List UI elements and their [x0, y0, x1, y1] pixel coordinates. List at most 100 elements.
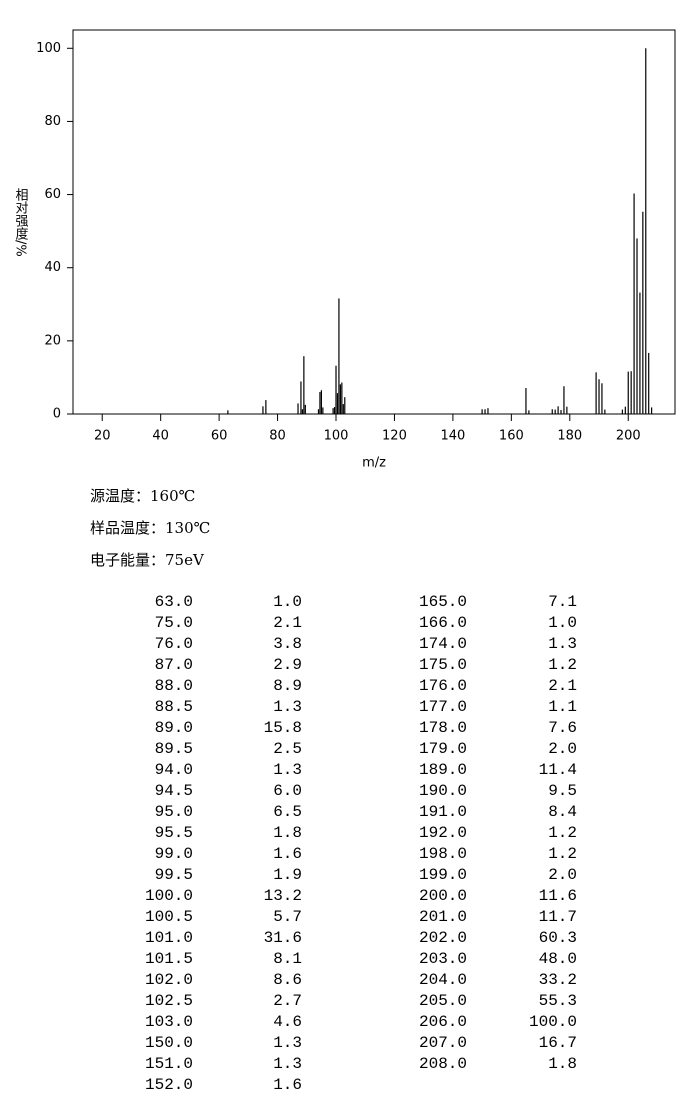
table-intensity: 6.0	[273, 782, 302, 800]
x-tick-label: 120	[382, 429, 407, 444]
table-intensity: 1.9	[273, 866, 302, 884]
x-tick-label: 40	[152, 429, 169, 444]
table-mz: 89.0	[155, 719, 193, 737]
table-mz: 203.0	[419, 950, 467, 968]
y-tick-label: 60	[44, 187, 61, 202]
table-intensity: 6.5	[273, 803, 302, 821]
table-mz: 101.0	[145, 929, 193, 947]
table-intensity: 13.2	[264, 887, 302, 905]
table-mz: 192.0	[419, 824, 467, 842]
table-intensity: 48.0	[539, 950, 577, 968]
table-intensity: 9.5	[548, 782, 577, 800]
table-mz: 199.0	[419, 866, 467, 884]
table-mz: 101.5	[145, 950, 193, 968]
x-tick-label: 80	[269, 429, 286, 444]
table-mz: 76.0	[155, 635, 193, 653]
table-intensity: 8.9	[273, 677, 302, 695]
condition: 电子能量：75eV	[90, 551, 205, 569]
y-axis-label: 相对强度/%	[13, 188, 29, 257]
table-intensity: 1.2	[548, 845, 577, 863]
table-intensity: 2.9	[273, 656, 302, 674]
table-mz: 201.0	[419, 908, 467, 926]
table-mz: 198.0	[419, 845, 467, 863]
table-mz: 95.0	[155, 803, 193, 821]
table-mz: 152.0	[145, 1076, 193, 1094]
table-intensity: 60.3	[539, 929, 577, 947]
table-mz: 189.0	[419, 761, 467, 779]
table-mz: 179.0	[419, 740, 467, 758]
table-intensity: 7.6	[548, 719, 577, 737]
table-intensity: 16.7	[539, 1034, 577, 1052]
condition: 样品温度：130℃	[90, 519, 210, 537]
table-mz: 99.0	[155, 845, 193, 863]
table-intensity: 2.0	[548, 740, 577, 758]
table-intensity: 1.3	[548, 635, 577, 653]
table-mz: 88.5	[155, 698, 193, 716]
table-intensity: 1.3	[273, 1034, 302, 1052]
table-mz: 102.5	[145, 992, 193, 1010]
x-tick-label: 200	[616, 429, 641, 444]
table-mz: 99.5	[155, 866, 193, 884]
table-intensity: 8.1	[273, 950, 302, 968]
table-intensity: 5.7	[273, 908, 302, 926]
table-intensity: 3.8	[273, 635, 302, 653]
table-mz: 174.0	[419, 635, 467, 653]
table-mz: 89.5	[155, 740, 193, 758]
condition: 源温度：160℃	[90, 487, 195, 505]
table-mz: 151.0	[145, 1055, 193, 1073]
table-mz: 94.0	[155, 761, 193, 779]
table-intensity: 11.4	[539, 761, 577, 779]
table-intensity: 1.3	[273, 761, 302, 779]
table-mz: 200.0	[419, 887, 467, 905]
table-mz: 202.0	[419, 929, 467, 947]
x-tick-label: 100	[324, 429, 349, 444]
table-intensity: 8.4	[548, 803, 577, 821]
table-intensity: 2.5	[273, 740, 302, 758]
table-intensity: 2.0	[548, 866, 577, 884]
table-intensity: 1.3	[273, 1055, 302, 1073]
table-intensity: 1.2	[548, 824, 577, 842]
table-mz: 205.0	[419, 992, 467, 1010]
plot-frame	[72, 29, 676, 415]
table-mz: 103.0	[145, 1013, 193, 1031]
table-intensity: 1.0	[273, 593, 302, 611]
table-mz: 95.5	[155, 824, 193, 842]
table-mz: 207.0	[419, 1034, 467, 1052]
table-mz: 88.0	[155, 677, 193, 695]
table-intensity: 2.7	[273, 992, 302, 1010]
table-intensity: 11.7	[539, 908, 577, 926]
table-intensity: 15.8	[264, 719, 302, 737]
table-mz: 190.0	[419, 782, 467, 800]
table-intensity: 1.6	[273, 845, 302, 863]
table-mz: 204.0	[419, 971, 467, 989]
table-intensity: 1.1	[548, 698, 577, 716]
x-tick-label: 60	[211, 429, 228, 444]
table-mz: 165.0	[419, 593, 467, 611]
table-mz: 176.0	[419, 677, 467, 695]
table-mz: 100.0	[145, 887, 193, 905]
y-tick-label: 20	[44, 333, 61, 348]
table-intensity: 55.3	[539, 992, 577, 1010]
table-mz: 208.0	[419, 1055, 467, 1073]
y-tick-label: 0	[53, 407, 61, 422]
table-intensity: 1.8	[548, 1055, 577, 1073]
table-mz: 166.0	[419, 614, 467, 632]
table-mz: 75.0	[155, 614, 193, 632]
table-intensity: 31.6	[264, 929, 302, 947]
x-tick-label: 140	[440, 429, 465, 444]
table-intensity: 1.0	[548, 614, 577, 632]
table-mz: 178.0	[419, 719, 467, 737]
table-intensity: 4.6	[273, 1013, 302, 1031]
table-intensity: 1.2	[548, 656, 577, 674]
table-mz: 177.0	[419, 698, 467, 716]
y-tick-label: 100	[36, 41, 61, 56]
y-tick-label: 80	[44, 114, 61, 129]
table-intensity: 1.8	[273, 824, 302, 842]
table-intensity: 1.3	[273, 698, 302, 716]
y-tick-label: 40	[44, 260, 61, 275]
table-mz: 102.0	[145, 971, 193, 989]
table-mz: 175.0	[419, 656, 467, 674]
table-mz: 63.0	[155, 593, 193, 611]
table-mz: 94.5	[155, 782, 193, 800]
